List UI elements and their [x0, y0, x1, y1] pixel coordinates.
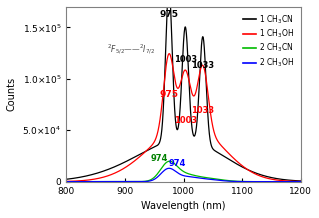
- Text: $^{2}F_{5/2}$——$^{2}I_{7/2}$: $^{2}F_{5/2}$——$^{2}I_{7/2}$: [108, 43, 155, 57]
- Text: 975: 975: [160, 10, 178, 19]
- Text: 975: 975: [160, 90, 178, 99]
- Text: 1003: 1003: [174, 56, 197, 65]
- Legend: 1 CH$_3$CN, 1 CH$_3$OH, 2 CH$_3$CN, 2 CH$_3$OH: 1 CH$_3$CN, 1 CH$_3$OH, 2 CH$_3$CN, 2 CH…: [241, 11, 297, 71]
- Text: 1033: 1033: [191, 106, 214, 115]
- Text: 1003: 1003: [174, 116, 197, 125]
- Y-axis label: Counts: Counts: [7, 77, 17, 111]
- Text: 1033: 1033: [191, 61, 214, 70]
- Text: 974: 974: [169, 159, 186, 168]
- Text: 974: 974: [150, 154, 168, 163]
- X-axis label: Wavelength (nm): Wavelength (nm): [141, 201, 226, 211]
